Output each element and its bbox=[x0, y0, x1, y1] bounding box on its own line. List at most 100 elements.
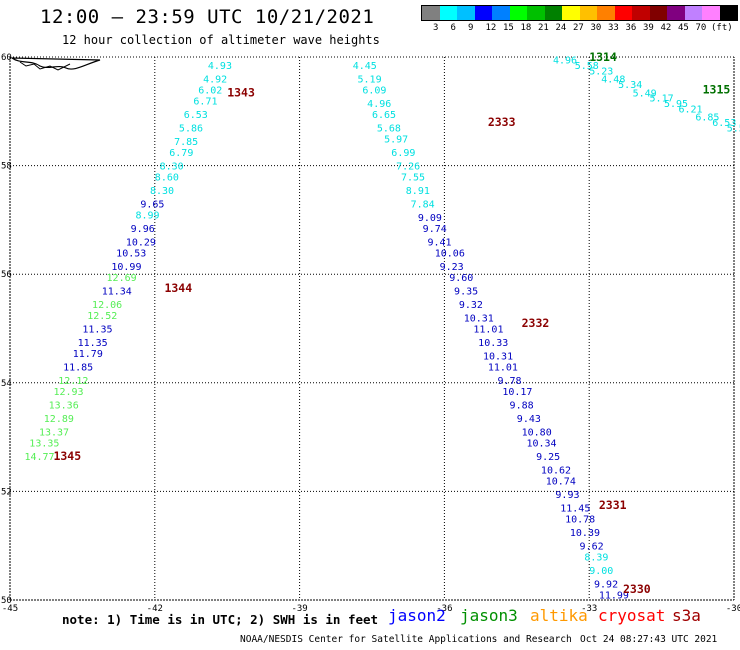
track-id-label: 1345 bbox=[53, 449, 81, 463]
legend-label: 70 bbox=[695, 23, 707, 33]
wave-height-label: 11.99 bbox=[599, 591, 629, 602]
legend-swatch bbox=[439, 6, 457, 20]
track-id-label: 1315 bbox=[703, 83, 731, 97]
wave-height-label: 6.21 bbox=[678, 105, 702, 116]
wave-height-label: 10.74 bbox=[546, 477, 576, 488]
legend-swatch bbox=[719, 6, 737, 20]
wave-height-label: 6.09 bbox=[362, 86, 386, 97]
lat-tick-label: 54 bbox=[1, 379, 12, 389]
track-id-label: 1314 bbox=[589, 50, 617, 64]
legend-swatch bbox=[474, 6, 492, 20]
wave-height-label: 10.29 bbox=[126, 238, 156, 249]
coastline-detail bbox=[19, 61, 71, 71]
wave-height-label: 9.62 bbox=[580, 542, 604, 553]
lon-tick-label: -30 bbox=[726, 604, 740, 614]
legend-swatch bbox=[597, 6, 615, 20]
wave-height-label: 5.23 bbox=[589, 67, 613, 78]
wave-height-label: 11.01 bbox=[488, 363, 518, 374]
wave-height-label: 11.79 bbox=[73, 349, 103, 360]
wave-height-label: 9.23 bbox=[440, 262, 464, 273]
wave-height-label: 13.37 bbox=[39, 428, 69, 439]
legend-label: 42 bbox=[660, 23, 672, 33]
track-id-label: 2332 bbox=[522, 316, 550, 330]
wave-height-label: 11.85 bbox=[63, 363, 93, 374]
wave-height-label: 10.31 bbox=[464, 314, 494, 325]
wave-height-label: 7.85 bbox=[174, 137, 198, 148]
wave-height-label: 5.17 bbox=[650, 94, 674, 105]
wave-height-label: 10.80 bbox=[522, 428, 552, 439]
wave-height-label: 11.01 bbox=[473, 325, 503, 336]
lon-tick-label: -33 bbox=[581, 604, 597, 614]
wave-height-label: 10.62 bbox=[541, 466, 571, 477]
legend-swatch bbox=[614, 6, 632, 20]
wave-height-label: 4.96 bbox=[553, 56, 577, 67]
wave-height-label: 9.65 bbox=[140, 200, 164, 211]
legend-label: 15 bbox=[503, 23, 514, 33]
wave-height-label: 8.30 bbox=[160, 162, 184, 173]
map-frame bbox=[9, 56, 735, 601]
wave-height-label: 6.02 bbox=[198, 86, 222, 97]
wave-height-label: 10.53 bbox=[116, 248, 146, 259]
lat-tick-label: 60 bbox=[1, 53, 12, 63]
wave-height-label: 4.92 bbox=[203, 75, 227, 86]
legend-label: 30 bbox=[590, 23, 602, 33]
footer-timestamp: Oct 24 08:27:43 UTC 2021 bbox=[580, 634, 718, 645]
wave-height-label: 9.92 bbox=[594, 580, 618, 591]
satellite-jason2: jason2 bbox=[388, 606, 446, 625]
legend-label: 33 bbox=[608, 23, 619, 33]
wave-height-label: 12.06 bbox=[92, 300, 122, 311]
wave-height-label: 6.85 bbox=[695, 113, 719, 124]
legend-label: 39 bbox=[643, 23, 654, 33]
map-grid bbox=[9, 56, 735, 601]
legend-swatch bbox=[562, 6, 580, 20]
satellite-altika: altika bbox=[530, 606, 588, 625]
wave-height-label: 14.77 bbox=[24, 452, 54, 463]
wave-height-label: 7.84 bbox=[411, 200, 435, 211]
wave-height-label: 12.12 bbox=[58, 376, 88, 387]
wave-height-label: 4.93 bbox=[208, 61, 232, 72]
wave-height-label: 13.35 bbox=[29, 439, 59, 450]
lon-tick-label: -36 bbox=[436, 604, 452, 614]
legend-label: 12 bbox=[485, 23, 497, 33]
wave-height-label: 12.93 bbox=[53, 387, 83, 398]
wave-height-label: 4.48 bbox=[601, 75, 625, 86]
legend-swatch bbox=[632, 6, 650, 20]
track-id-label: 2333 bbox=[488, 115, 516, 129]
lon-tick-label: -39 bbox=[291, 604, 307, 614]
wave-height-label: 9.09 bbox=[418, 213, 442, 224]
legend-label: 45 bbox=[678, 23, 689, 33]
lat-tick-label: 50 bbox=[1, 596, 12, 606]
color-legend: 3 6 9 12 15 18 21 24 27 30 33 36 39 42 45 70 (ft) bbox=[421, 5, 738, 33]
legend-swatch bbox=[527, 6, 545, 20]
wave-height-label: 10.99 bbox=[111, 262, 141, 273]
wave-height-label: 10.39 bbox=[570, 528, 600, 539]
wave-height-label: 5.5 bbox=[727, 124, 740, 135]
wave-height-label: 5.19 bbox=[358, 75, 382, 86]
wave-height-label: 8.99 bbox=[135, 210, 159, 221]
legend-color-bar bbox=[421, 5, 738, 21]
wave-height-label: 12.52 bbox=[87, 311, 117, 322]
legend-label: 3 bbox=[433, 23, 439, 33]
wave-height-label: 6.79 bbox=[169, 148, 193, 159]
wave-height-label: 5.58 bbox=[575, 61, 599, 72]
legend-swatch bbox=[649, 6, 667, 20]
wave-height-label: 9.35 bbox=[454, 286, 478, 297]
legend-unit: (ft) bbox=[711, 23, 733, 33]
track-id-label: 2331 bbox=[599, 498, 627, 512]
legend-swatch bbox=[702, 6, 720, 20]
wave-height-label: 9.60 bbox=[449, 273, 473, 284]
wave-height-label: 8.60 bbox=[155, 172, 179, 183]
legend-label: 24 bbox=[555, 23, 567, 33]
legend-label: 18 bbox=[520, 23, 532, 33]
wave-height-label: 8.91 bbox=[406, 186, 430, 197]
legend-swatch bbox=[544, 6, 562, 20]
wave-height-label: 5.68 bbox=[377, 124, 401, 135]
legend-swatch bbox=[492, 6, 510, 20]
wave-height-label: 9.96 bbox=[131, 224, 155, 235]
wave-height-label: 11.34 bbox=[102, 286, 132, 297]
wave-height-label: 12.69 bbox=[107, 273, 137, 284]
legend-label: 9 bbox=[468, 23, 474, 33]
track-id-label: 1343 bbox=[227, 85, 255, 99]
wave-height-label: 9.43 bbox=[517, 414, 541, 425]
legend-swatch bbox=[422, 6, 440, 20]
